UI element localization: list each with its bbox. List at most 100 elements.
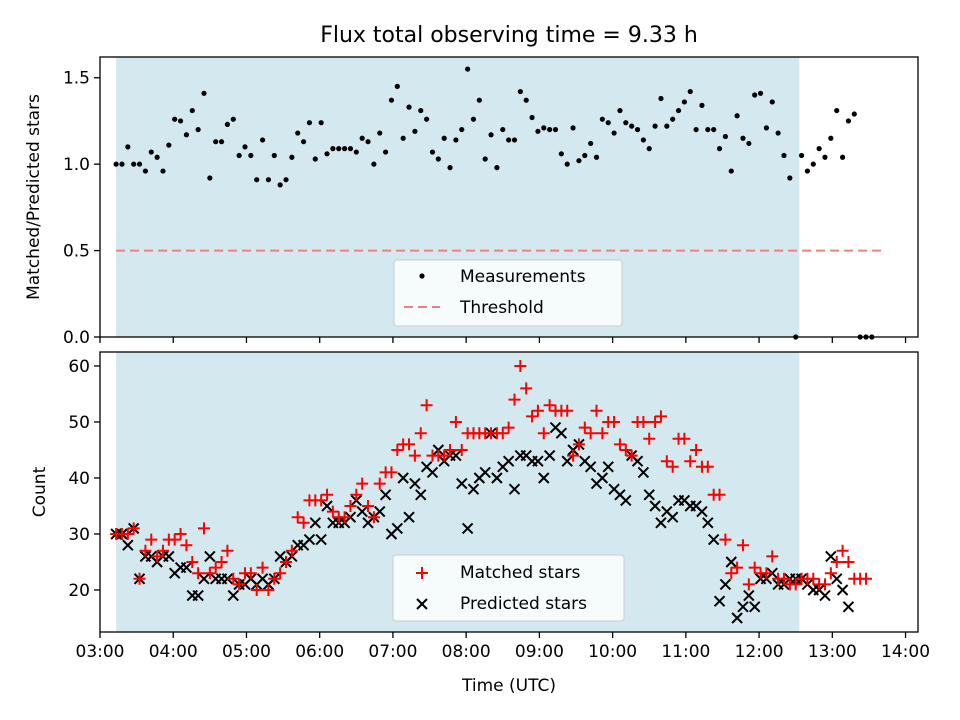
legend-predicted-marker <box>416 598 428 610</box>
measurement-point <box>377 130 383 136</box>
measurement-point <box>172 116 178 122</box>
predicted-star-point <box>561 455 573 467</box>
predicted-star-point <box>321 500 333 512</box>
x-tick-label: 11:00 <box>661 642 710 662</box>
matched-star-point <box>321 488 334 501</box>
measurement-point <box>324 151 330 157</box>
top-panel: Flux total observing time = 9.33 h 0.00.… <box>24 23 919 348</box>
measurement-point <box>535 128 541 134</box>
predicted-star-point <box>842 601 855 613</box>
x-tick-label: 08:00 <box>442 642 491 662</box>
matched-star-point <box>262 584 275 596</box>
measurement-point <box>570 125 576 131</box>
matched-star-point <box>508 393 521 406</box>
predicted-star-point <box>620 494 632 507</box>
measurement-point <box>418 107 424 114</box>
x-tick-label: 05:00 <box>222 642 271 662</box>
measurement-point <box>283 177 289 183</box>
matched-star-point <box>215 556 228 568</box>
predicted-stars-points <box>110 421 855 624</box>
matched-star-point <box>151 550 164 563</box>
measurement-point <box>435 156 441 162</box>
y-tick-label: 30 <box>68 525 90 545</box>
legend-measurements-label: Measurements <box>460 267 586 287</box>
matched-star-point <box>789 578 802 591</box>
matched-star-point <box>526 410 539 423</box>
matched-star-point <box>221 544 234 557</box>
matched-star-point <box>297 516 310 529</box>
y-tick-label: 0.5 <box>63 242 90 262</box>
measurement-point <box>752 92 758 98</box>
predicted-star-point <box>713 595 726 607</box>
predicted-star-point <box>543 449 556 462</box>
bottom-y-axis-label: Count <box>30 466 50 517</box>
predicted-star-point <box>696 505 708 518</box>
matched-star-point <box>807 572 820 585</box>
matched-star-point <box>444 444 457 456</box>
matched-star-point <box>736 539 749 552</box>
measurement-point <box>804 168 811 174</box>
measurement-point <box>787 175 793 181</box>
matched-star-point <box>678 432 691 445</box>
top-plot-frame <box>99 56 919 338</box>
matched-star-point <box>502 421 515 434</box>
measurement-point <box>465 66 471 72</box>
measurement-point <box>746 140 752 147</box>
matched-star-point <box>649 416 662 428</box>
matched-star-point <box>701 460 714 473</box>
predicted-star-point <box>309 517 322 529</box>
measurement-point <box>617 107 623 114</box>
matched-star-point <box>713 488 726 501</box>
matched-star-point <box>766 550 779 563</box>
predicted-star-point <box>743 589 755 602</box>
predicted-star-point <box>825 550 837 563</box>
predicted-star-point <box>502 455 515 467</box>
matched-star-point <box>613 438 626 451</box>
measurement-point <box>259 137 266 143</box>
predicted-star-point <box>584 461 597 473</box>
measurement-point <box>757 90 764 96</box>
measurement-point <box>564 161 570 167</box>
predicted-star-point <box>737 601 749 613</box>
measurement-point <box>230 116 236 122</box>
measurement-point <box>424 116 430 122</box>
measurement-point <box>664 123 670 129</box>
measurement-point <box>306 120 313 126</box>
predicted-star-point <box>831 573 843 585</box>
measurement-point <box>681 99 687 105</box>
measurement-point <box>511 137 518 143</box>
x-tick-label: 04:00 <box>149 642 198 662</box>
measurement-point <box>131 161 137 167</box>
measurement-point <box>693 126 699 133</box>
measurement-point <box>265 177 272 183</box>
matched-star-point <box>567 449 580 462</box>
measurement-point <box>441 135 447 141</box>
matched-star-point <box>520 382 533 395</box>
predicted-star-point <box>403 511 415 523</box>
measurement-point <box>834 107 840 114</box>
matched-star-point <box>156 544 169 557</box>
measurement-point <box>318 120 324 126</box>
matched-star-point <box>690 444 703 456</box>
matched-star-point <box>186 556 199 568</box>
x-tick-label: 06:00 <box>295 642 344 662</box>
measurement-point <box>470 116 477 122</box>
matched-star-point <box>244 567 257 580</box>
predicted-star-point <box>702 517 714 529</box>
measurement-point <box>529 114 535 121</box>
measurement-point <box>517 88 523 95</box>
matched-star-point <box>414 427 427 440</box>
measurement-point <box>383 149 389 155</box>
predicted-star-point <box>450 449 462 462</box>
matched-star-point <box>449 416 462 428</box>
top-x-ticks <box>99 337 907 343</box>
x-axis-label: Time (UTC) <box>461 676 556 696</box>
matched-star-point <box>760 567 773 580</box>
measurement-point <box>277 182 283 188</box>
bottom-panel: 20 30 40 50 60 03:00 04:00 05:00 06:00 07:00 08:0… <box>30 351 930 696</box>
measurement-point <box>675 107 682 114</box>
y-tick-label: 20 <box>68 581 90 601</box>
predicted-star-point <box>192 589 204 602</box>
measurement-point <box>341 146 348 152</box>
measurement-point <box>406 104 412 110</box>
